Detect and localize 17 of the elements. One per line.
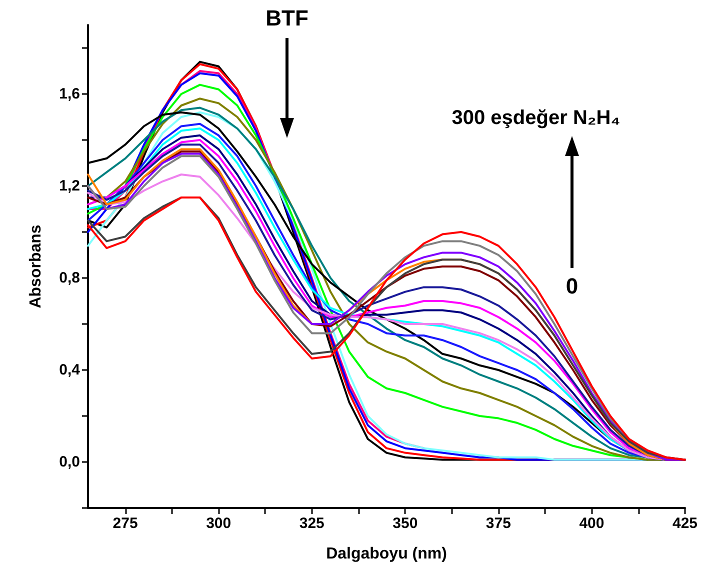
x-tick-label: 375 <box>486 515 511 532</box>
x-axis-title: Dalgaboyu (nm) <box>326 546 447 562</box>
y-axis-title: Absorbans <box>28 224 44 308</box>
x-tick-label: 325 <box>299 515 324 532</box>
annotation: 0 <box>566 274 578 298</box>
y-tick-label: 0,4 <box>59 362 81 378</box>
y-tick-label: 1,2 <box>59 178 80 194</box>
x-tick-label: 275 <box>112 515 138 532</box>
annotation: 300 eşdeğer N₂H₄ <box>452 107 620 129</box>
x-tick-label: 350 <box>392 515 418 532</box>
y-tick-label: 1,6 <box>59 86 80 102</box>
y-tick-label: 0,0 <box>59 454 80 470</box>
x-tick-label: 425 <box>672 515 698 532</box>
x-tick-label: 300 <box>206 515 232 532</box>
annotation: BTF <box>266 6 308 30</box>
y-tick-label: 0,8 <box>59 270 80 286</box>
x-tick-label: 400 <box>579 515 604 532</box>
